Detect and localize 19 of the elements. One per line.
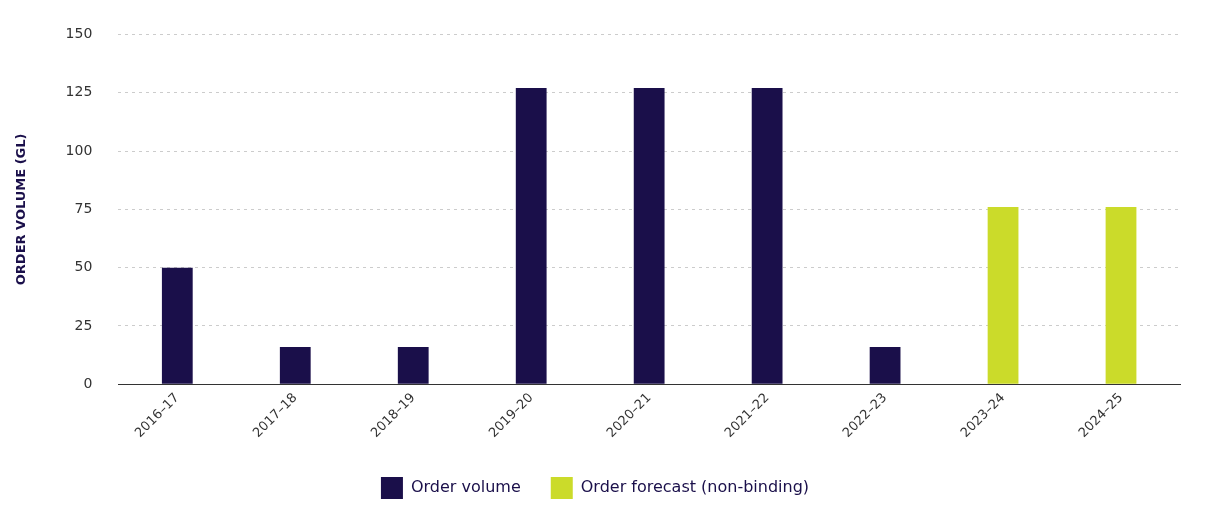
y-tick-label: 125 [65, 83, 93, 100]
y-tick-label: 50 [74, 258, 93, 275]
legend-label: Order volume [410, 477, 521, 497]
bar [987, 207, 1019, 384]
bar [869, 346, 901, 384]
bar [751, 88, 783, 384]
bar [161, 267, 193, 384]
y-tick-label: 75 [74, 199, 93, 216]
bar [279, 346, 311, 384]
bar [397, 346, 429, 384]
bar [515, 88, 547, 384]
y-axis-title: ORDER VOLUME (GL) [13, 133, 29, 286]
y-tick-label: 0 [83, 374, 93, 391]
legend-label: Order forecast (non-binding) [580, 477, 810, 497]
y-tick-label: 25 [74, 316, 93, 333]
y-tick-label: 100 [65, 141, 93, 158]
bar [1105, 207, 1137, 384]
bar [633, 88, 665, 384]
y-tick-label: 150 [65, 25, 93, 42]
